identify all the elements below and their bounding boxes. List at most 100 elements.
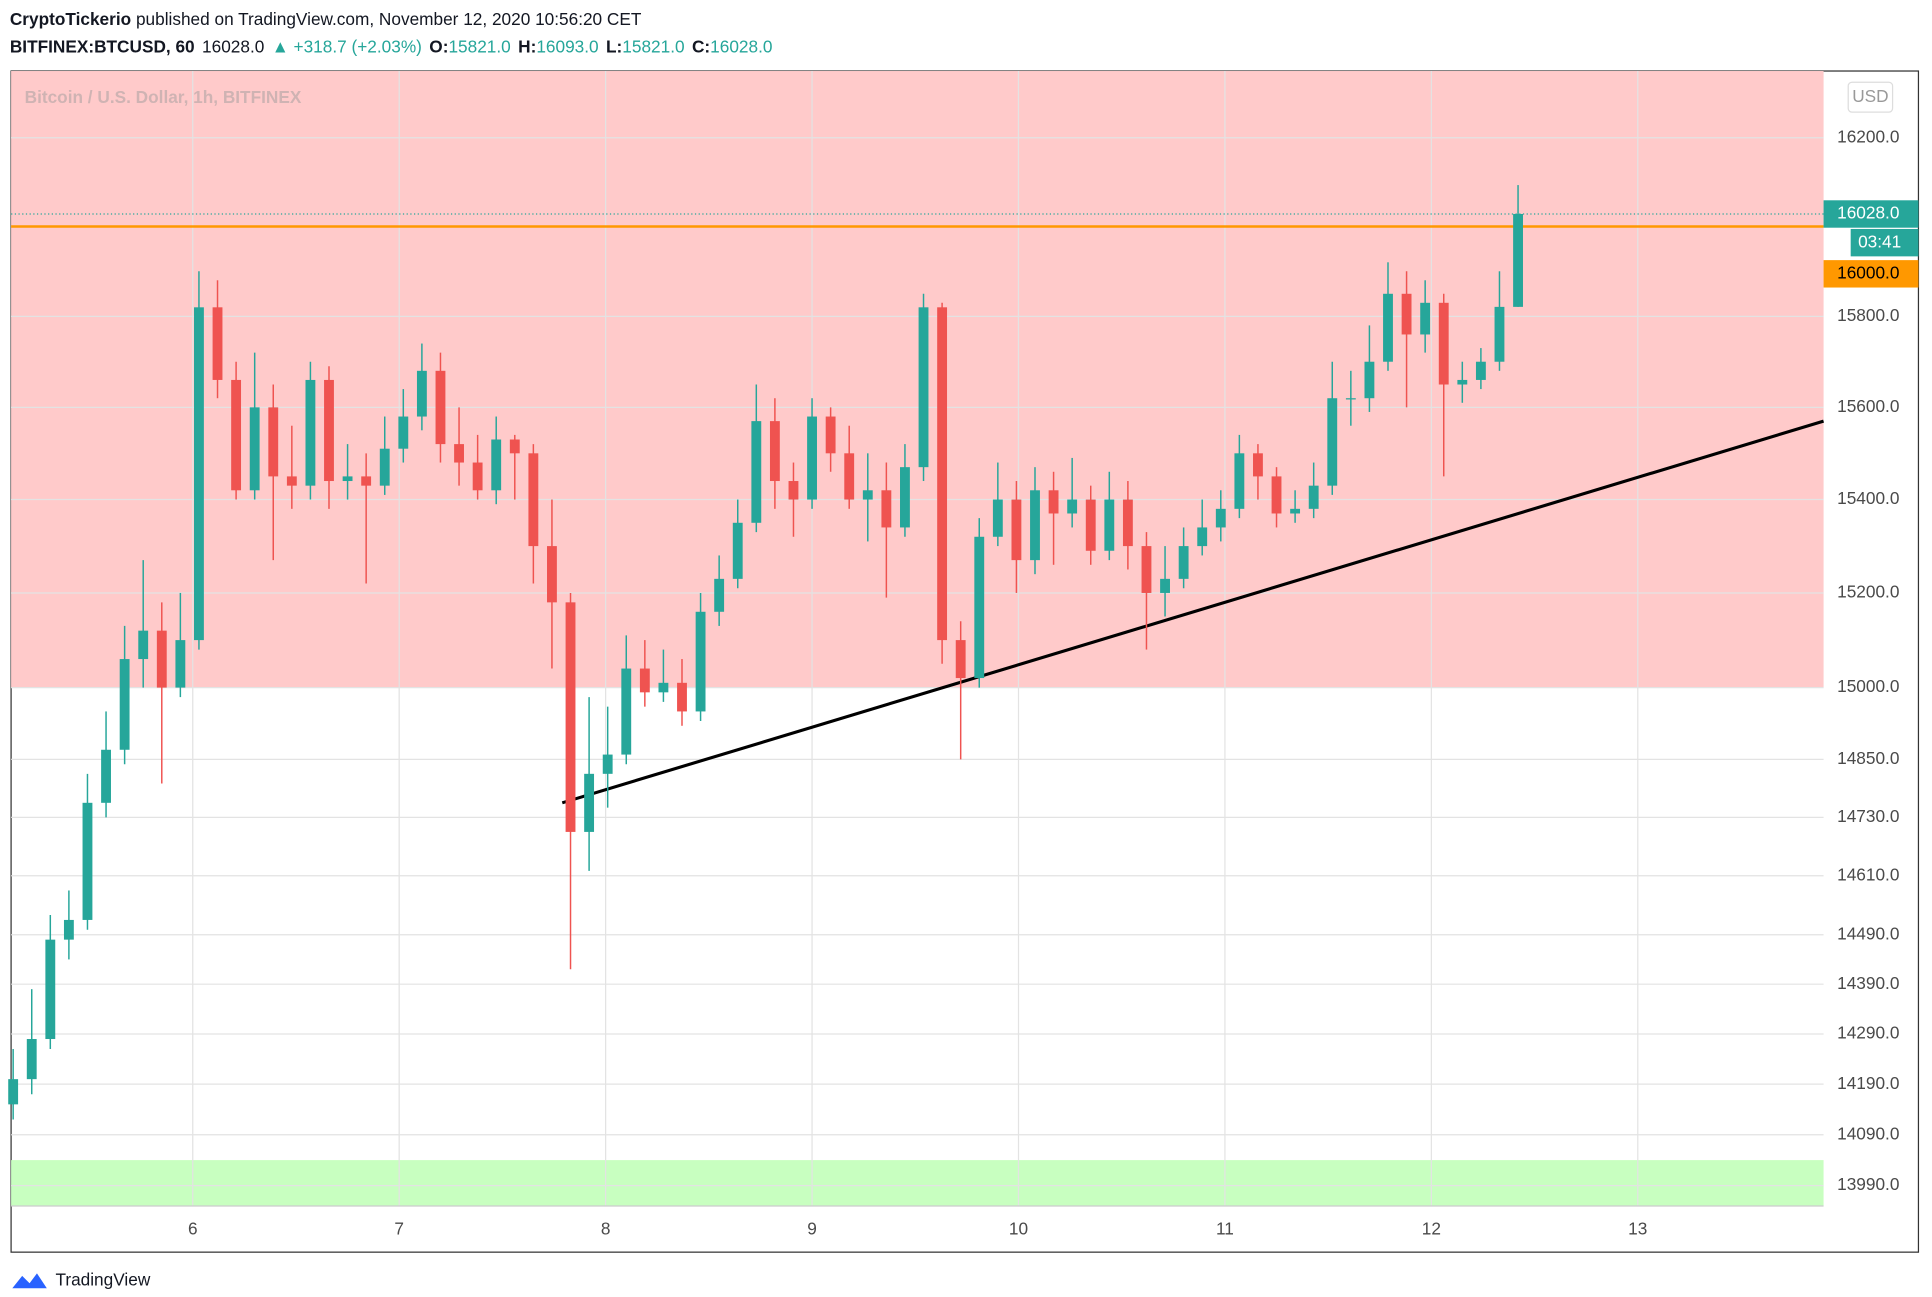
x-tick-label: 6	[188, 1218, 198, 1238]
candle-body	[8, 1079, 19, 1105]
candle-body	[1197, 527, 1208, 547]
y-tick-label: 15800.0	[1837, 305, 1899, 325]
candle-body	[1401, 293, 1412, 335]
candle-body	[751, 421, 762, 523]
level-box	[1823, 260, 1919, 288]
candle-body	[881, 490, 892, 528]
author: CryptoTickerio	[10, 8, 131, 28]
candle-body	[1067, 499, 1078, 514]
candle-body	[769, 421, 780, 482]
candle-body	[1383, 293, 1393, 362]
candle-body	[602, 754, 613, 774]
currency: USD	[1852, 86, 1888, 106]
candle-body	[807, 416, 817, 500]
candle-body	[361, 476, 372, 486]
candle-body	[584, 773, 595, 832]
candle-body	[268, 407, 279, 477]
candle-body	[1178, 546, 1189, 579]
candle-body	[1494, 306, 1505, 362]
x-tick-label: 13	[1628, 1218, 1647, 1238]
candle-body	[1234, 453, 1245, 509]
candle-body	[491, 439, 502, 491]
ohlc-label: H:	[518, 36, 536, 56]
candle-body	[342, 476, 353, 482]
candle-body	[194, 307, 204, 641]
candle-body	[621, 668, 632, 755]
candle-body	[231, 379, 242, 491]
candle-body	[305, 379, 316, 486]
candle-body	[1215, 508, 1226, 528]
y-tick-label: 14190.0	[1837, 1073, 1899, 1093]
ohlc-value: 16093.0	[536, 36, 598, 56]
y-tick-label: 14290.0	[1837, 1023, 1899, 1043]
logo-icon	[12, 1273, 47, 1289]
candle-body	[1308, 485, 1319, 509]
zone	[11, 71, 1824, 688]
trendline	[561, 419, 1825, 805]
candle-body	[1420, 302, 1431, 335]
candle-body	[1085, 499, 1096, 551]
candle-body	[1327, 398, 1338, 486]
candle-body	[844, 453, 855, 500]
candle-body	[862, 490, 873, 500]
ohlc-value: 15821.0	[448, 36, 510, 56]
ohlc-value: 15821.0	[622, 36, 684, 56]
currency-box	[1847, 81, 1894, 113]
candle-body	[45, 939, 56, 1040]
candle-body	[1364, 361, 1375, 399]
y-tick-label: 15400.0	[1837, 488, 1899, 508]
candle-body	[565, 602, 576, 832]
x-tick-label: 12	[1422, 1218, 1441, 1238]
y-tick-label: 14610.0	[1837, 864, 1899, 884]
candle-body	[509, 439, 520, 454]
candle-body	[63, 919, 74, 940]
candle-body	[677, 682, 687, 712]
last-price: 16028.0	[202, 36, 264, 56]
candle-body	[732, 522, 743, 579]
y-tick-label: 13990.0	[1837, 1174, 1899, 1194]
candle-body	[992, 499, 1003, 537]
candle-body	[1160, 578, 1170, 593]
candle-body	[937, 307, 948, 641]
candle-body	[1048, 490, 1059, 514]
candle-body	[454, 444, 464, 463]
x-tick-label: 9	[807, 1218, 817, 1238]
y-tick-label: 16200.0	[1837, 126, 1899, 146]
candle-body	[918, 307, 929, 468]
candle-body	[398, 416, 409, 449]
candle-body	[416, 370, 427, 417]
x-tick-label: 7	[394, 1218, 404, 1238]
symbol-line: BITFINEX:BTCUSD, 60 16028.0 ▲ +318.7 (+2.0…	[10, 36, 773, 56]
ohlc-label: C:	[692, 36, 710, 56]
candle-body	[435, 370, 446, 445]
candle-body	[379, 448, 390, 486]
plot	[8, 71, 1825, 1207]
candle-body	[1253, 453, 1263, 477]
zone	[11, 1160, 1824, 1207]
y-tick-label: 15000.0	[1837, 676, 1899, 696]
candle-body	[156, 630, 167, 688]
candle-body	[212, 307, 223, 380]
candle-body	[1271, 476, 1282, 514]
candle-body	[1457, 379, 1468, 385]
candle-body	[1030, 490, 1040, 561]
published: published on TradingView.com, November 1…	[131, 8, 642, 28]
change: ▲ +318.7 (+2.03%)	[272, 36, 422, 56]
candle-body	[26, 1039, 37, 1080]
ohlc-label: O:	[429, 36, 448, 56]
last-price-box	[1823, 200, 1919, 228]
y-tick-label: 14730.0	[1837, 806, 1899, 826]
candle-body	[138, 630, 149, 660]
tv-logo	[12, 1273, 47, 1289]
candle-body	[1104, 499, 1115, 551]
y-tick-label: 15600.0	[1837, 396, 1899, 416]
candle-body	[175, 640, 186, 688]
candle-body	[249, 407, 260, 491]
last-price-label: 16028.0	[1837, 203, 1899, 223]
countdown-box	[1850, 228, 1919, 257]
countdown: 03:41	[1858, 231, 1901, 251]
y-tick-label: 14390.0	[1837, 973, 1899, 993]
candle-body	[658, 682, 669, 693]
